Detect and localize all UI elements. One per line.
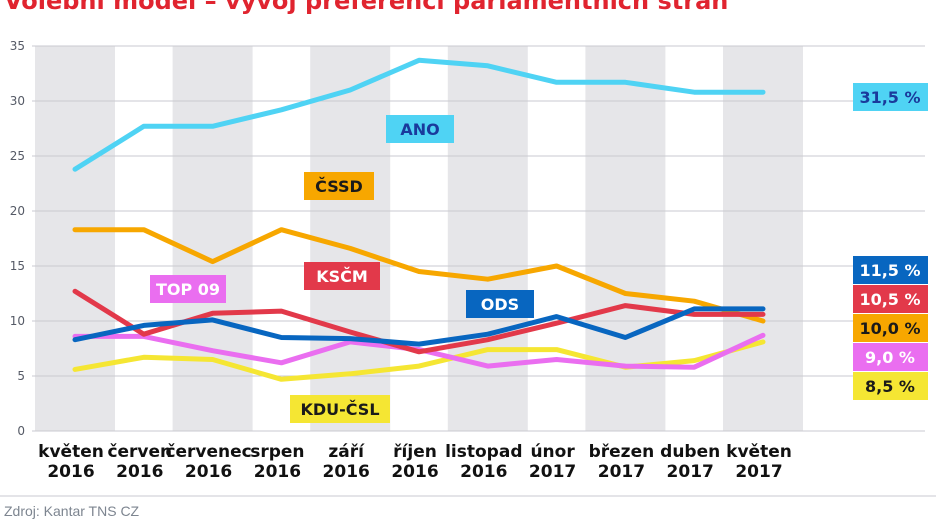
- x-tick-label-line: 2016: [116, 462, 163, 482]
- x-tick-label: květen 2016: [38, 442, 104, 482]
- x-tick-label-line: 2017: [667, 462, 714, 482]
- series-name-label: ODS: [481, 295, 519, 314]
- grid-band: [310, 46, 391, 431]
- y-tick-label: 0: [17, 424, 25, 438]
- end-value-label: 11,5 %: [859, 261, 920, 280]
- end-value-label: 31,5 %: [859, 88, 920, 107]
- end-value-box: [853, 343, 928, 371]
- y-tick-label: 20: [10, 204, 25, 218]
- end-value-box: [853, 285, 928, 313]
- end-value-label: 8,5 %: [865, 377, 915, 396]
- end-value-labels: 31,5 % 10,0 % 10,5 % 11,5 % 9,0 % 8,5 %: [853, 83, 928, 400]
- series-line: [72, 306, 766, 347]
- series-lines: [72, 57, 766, 382]
- x-tick-label: listopad 2016: [445, 442, 522, 482]
- series-name-box: [150, 275, 226, 303]
- x-tick-label-line: 2016: [185, 462, 232, 482]
- series-name-labels: ANO ČSSD KSČM ODS TOP 09 KDU-ČSL: [150, 115, 534, 423]
- x-tick-label-line: 2016: [391, 462, 438, 482]
- series-name-box: [386, 115, 454, 143]
- x-tick-label-line: 2017: [598, 462, 645, 482]
- x-tick-label-line: říjen: [393, 442, 437, 462]
- grid-band: [723, 46, 803, 431]
- end-value-label: 10,0 %: [859, 319, 920, 338]
- x-tick-label-line: 2016: [323, 462, 370, 482]
- x-tick-label-line: 2017: [529, 462, 576, 482]
- x-tick-label: srpen 2016: [250, 442, 304, 482]
- x-tick-label: září 2016: [323, 442, 370, 482]
- y-tick-label: 10: [10, 314, 25, 328]
- x-tick-label: červenec 2016: [165, 442, 251, 482]
- source-note: Zdroj: Kantar TNS CZ: [4, 503, 140, 519]
- end-value-box: [853, 83, 928, 111]
- x-tick-label-line: červen: [107, 442, 172, 462]
- x-tick-label-line: září: [328, 442, 365, 462]
- y-tick-label: 35: [10, 39, 25, 53]
- x-tick-label-line: červenec: [165, 442, 251, 462]
- x-tick-label-line: květen: [38, 442, 104, 462]
- series-name-box: [304, 172, 374, 200]
- end-value-box: [853, 372, 928, 400]
- end-value-box: [853, 256, 928, 284]
- x-tick-label: březen 2017: [589, 442, 655, 482]
- series-name-label: TOP 09: [156, 280, 220, 299]
- series-name-box: [290, 395, 390, 423]
- grid-band: [447, 46, 528, 431]
- x-tick-label-line: 2016: [254, 462, 301, 482]
- series-line: [72, 227, 766, 324]
- x-tick-label: duben 2017: [660, 442, 720, 482]
- x-tick-label-line: 2017: [735, 462, 782, 482]
- series-line: [72, 57, 766, 172]
- gridlines: [32, 45, 925, 432]
- y-tick-label: 25: [10, 149, 25, 163]
- x-tick-label-line: únor: [530, 442, 575, 462]
- x-tick-label: říjen 2016: [391, 442, 438, 482]
- grid-band: [35, 46, 115, 431]
- end-value-label: 9,0 %: [865, 348, 915, 367]
- x-tick-label-line: 2016: [460, 462, 507, 482]
- y-tick-label: 30: [10, 94, 25, 108]
- x-tick-label: únor 2017: [529, 442, 576, 482]
- end-value-label: 10,5 %: [859, 290, 920, 309]
- x-tick-label-line: březen: [589, 442, 655, 462]
- grid-band: [172, 46, 253, 431]
- chart-title: Volební model – vývoj preferencí parlame…: [4, 0, 729, 15]
- x-tick-label: červen 2016: [107, 442, 172, 482]
- series-name-label: ANO: [400, 120, 439, 139]
- x-tick-label-line: duben: [660, 442, 720, 462]
- y-axis-tick-labels: 0 5 10 15 20 25 30 35: [10, 39, 25, 438]
- series-name-box: [304, 262, 380, 290]
- series-name-label: ČSSD: [315, 177, 363, 196]
- series-name-label: KDU-ČSL: [300, 400, 379, 419]
- y-tick-label: 5: [17, 369, 25, 383]
- grid-band: [585, 46, 666, 431]
- end-value-box: [853, 314, 928, 342]
- x-tick-label-line: srpen: [250, 442, 304, 462]
- x-tick-label: květen 2017: [726, 442, 792, 482]
- x-tick-label-line: květen: [726, 442, 792, 462]
- x-tick-label-line: 2016: [47, 462, 94, 482]
- x-tick-label-line: listopad: [445, 442, 522, 462]
- series-name-box: [466, 290, 534, 318]
- y-tick-label: 15: [10, 259, 25, 273]
- series-name-label: KSČM: [316, 267, 368, 286]
- grid-bands: [35, 46, 803, 431]
